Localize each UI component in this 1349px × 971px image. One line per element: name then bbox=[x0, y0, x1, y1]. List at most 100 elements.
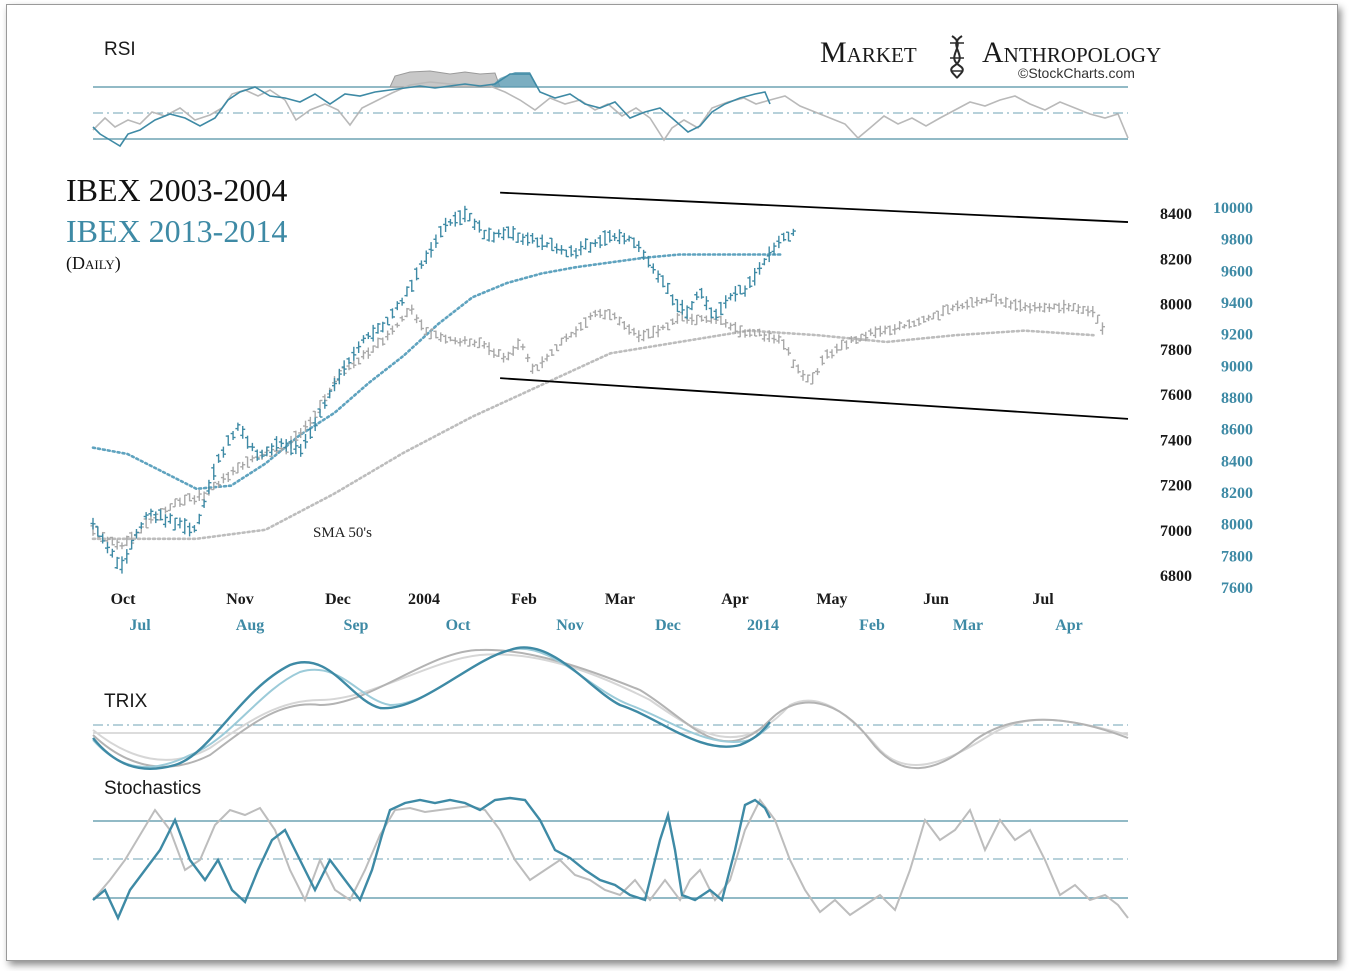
x-tick-2003: Mar bbox=[605, 591, 635, 608]
y-tick-2013: 9600 bbox=[1221, 263, 1253, 280]
ohlc-bar bbox=[182, 494, 188, 506]
ohlc-bar bbox=[201, 499, 207, 508]
ohlc-bar bbox=[249, 442, 255, 452]
chart-frame bbox=[6, 4, 1338, 961]
ohlc-bar bbox=[196, 489, 202, 501]
ohlc-bars-2003 bbox=[90, 293, 1105, 550]
ohlc-bar bbox=[365, 332, 371, 340]
x-tick-2003: Jun bbox=[923, 591, 949, 608]
ohlc-bar bbox=[578, 321, 584, 331]
x-tick-2013: Dec bbox=[655, 617, 681, 634]
ohlc-bar bbox=[211, 481, 217, 491]
ohlc-bar bbox=[356, 341, 362, 353]
y-tick-2003: 7400 bbox=[1160, 432, 1192, 449]
ohlc-bar bbox=[737, 325, 743, 338]
x-tick-2003: May bbox=[816, 591, 847, 608]
title-2003: IBEX 2003-2004 bbox=[66, 172, 287, 208]
y-tick-2013: 7800 bbox=[1221, 548, 1253, 565]
ohlc-bar bbox=[786, 231, 792, 242]
ohlc-bar bbox=[1008, 300, 1014, 310]
ohlc-bar bbox=[921, 315, 927, 323]
ohlc-bar bbox=[723, 295, 729, 309]
y-axis-2003: 8400 8200 8000 7800 7600 7400 7200 7000 6800 bbox=[1160, 206, 1192, 585]
ohlc-bar bbox=[346, 357, 352, 365]
ohlc-bar bbox=[935, 310, 941, 321]
ohlc-bar bbox=[737, 284, 743, 295]
ohlc-bar bbox=[1042, 302, 1048, 313]
ohlc-bar bbox=[360, 350, 366, 360]
ohlc-bar bbox=[771, 334, 777, 344]
ohlc-bar bbox=[684, 305, 690, 320]
ohlc-bar bbox=[428, 242, 434, 258]
ohlc-bar bbox=[182, 518, 188, 535]
ohlc-bar bbox=[148, 508, 154, 517]
ohlc-bar bbox=[776, 235, 782, 249]
x-tick-2013: Oct bbox=[446, 617, 472, 634]
ohlc-bar bbox=[607, 230, 613, 243]
ohlc-bar bbox=[138, 522, 144, 529]
ohlc-bar bbox=[515, 338, 521, 350]
ohlc-bar bbox=[612, 233, 618, 241]
ohlc-bar bbox=[220, 473, 226, 484]
ohlc-bar bbox=[472, 339, 478, 348]
ohlc-bar bbox=[858, 333, 864, 342]
ohlc-bar bbox=[491, 348, 497, 358]
x-tick-2003: Apr bbox=[721, 591, 749, 608]
x-axis-2013: Jul Aug Sep Oct Nov Dec 2014 Feb Mar Apr bbox=[129, 617, 1082, 634]
ohlc-bar bbox=[641, 249, 647, 260]
ohlc-bar bbox=[621, 321, 627, 330]
ohlc-bar bbox=[418, 319, 424, 331]
sma50-2013-line bbox=[91, 253, 785, 491]
dna-helix-icon bbox=[950, 35, 964, 79]
ohlc-bar bbox=[631, 237, 637, 249]
y-tick-2013: 9800 bbox=[1221, 232, 1253, 249]
ohlc-bar bbox=[1066, 303, 1072, 312]
ohlc-bar bbox=[245, 456, 251, 468]
ohlc-bar bbox=[399, 297, 405, 306]
ohlc-bar bbox=[114, 539, 120, 550]
ohlc-bar bbox=[438, 332, 444, 342]
ohlc-bar bbox=[177, 517, 183, 529]
ohlc-bar bbox=[443, 334, 449, 344]
ohlc-bar bbox=[216, 453, 222, 463]
subtitle-daily: (Daily) bbox=[66, 253, 121, 274]
ohlc-bar bbox=[95, 525, 101, 537]
ohlc-bar bbox=[761, 258, 767, 266]
ohlc-bar bbox=[544, 353, 550, 362]
ohlc-bar bbox=[457, 210, 463, 226]
ohlc-bar bbox=[274, 436, 280, 452]
ohlc-bar bbox=[984, 297, 990, 304]
ohlc-bar bbox=[602, 230, 608, 246]
ohlc-bar bbox=[100, 533, 106, 544]
ohlc-bar bbox=[979, 298, 985, 304]
y-tick-2013: 8000 bbox=[1221, 517, 1253, 534]
ohlc-bar bbox=[293, 440, 299, 455]
ohlc-bar bbox=[409, 304, 415, 315]
ohlc-bar bbox=[1027, 303, 1033, 314]
ohlc-bar bbox=[752, 329, 758, 337]
ohlc-bar bbox=[433, 330, 439, 339]
ohlc-bar bbox=[336, 368, 342, 385]
ohlc-bar bbox=[597, 234, 603, 249]
ohlc-bar bbox=[626, 324, 632, 335]
ohlc-bar bbox=[423, 250, 429, 265]
ohlc-bar bbox=[399, 315, 405, 322]
ohlc-bar bbox=[158, 509, 164, 521]
ohlc-bar bbox=[196, 513, 202, 525]
ohlc-bar bbox=[119, 542, 125, 550]
ohlc-bar bbox=[525, 232, 531, 246]
ohlc-bar bbox=[505, 351, 511, 361]
ohlc-bar bbox=[563, 333, 569, 342]
ohlc-bar bbox=[694, 314, 700, 326]
title-2013: IBEX 2013-2014 bbox=[66, 213, 287, 249]
ohlc-bar bbox=[877, 325, 883, 337]
ohlc-bar bbox=[501, 227, 507, 241]
ohlc-bar bbox=[800, 369, 806, 381]
ohlc-bar bbox=[472, 218, 478, 230]
trix-panel: TRIX bbox=[92, 646, 1129, 770]
ohlc-bar bbox=[906, 319, 912, 329]
price-panel: SMA 50's 8400 8200 8000 7800 7600 7400 7200 700… bbox=[90, 191, 1253, 634]
ohlc-bar bbox=[708, 307, 714, 319]
ohlc-bar bbox=[1075, 304, 1081, 315]
